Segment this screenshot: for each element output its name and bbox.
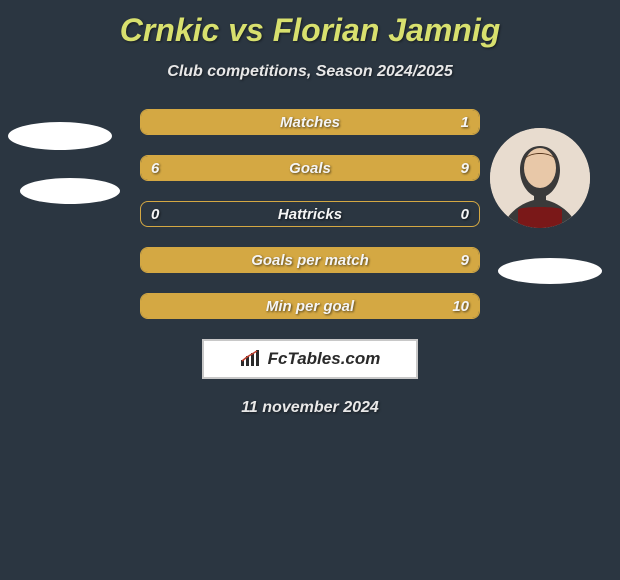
stat-row: 6Goals9	[140, 155, 480, 181]
stat-row: Min per goal10	[140, 293, 480, 319]
marker-ellipse	[8, 122, 112, 150]
marker-ellipse	[498, 258, 602, 284]
stat-row: Goals per match9	[140, 247, 480, 273]
marker-ellipse	[20, 178, 120, 204]
avatar-silhouette-icon	[490, 128, 590, 228]
stat-value-right: 9	[461, 156, 469, 180]
stat-label: Goals per match	[141, 248, 479, 272]
stat-value-right: 10	[452, 294, 469, 318]
stat-value-right: 0	[461, 202, 469, 226]
stat-label: Hattricks	[141, 202, 479, 226]
stat-value-right: 9	[461, 248, 469, 272]
page-title: Crnkic vs Florian Jamnig	[0, 0, 620, 49]
date-text: 11 november 2024	[0, 399, 620, 417]
player-right-avatar	[490, 128, 590, 228]
stat-label: Goals	[141, 156, 479, 180]
logo-text: FcTables.com	[268, 349, 381, 369]
subtitle: Club competitions, Season 2024/2025	[0, 63, 620, 81]
stat-value-right: 1	[461, 110, 469, 134]
stat-label: Matches	[141, 110, 479, 134]
fctables-logo: FcTables.com	[202, 339, 418, 379]
stat-row: Matches1	[140, 109, 480, 135]
stat-row: 0Hattricks0	[140, 201, 480, 227]
stat-label: Min per goal	[141, 294, 479, 318]
bar-chart-icon	[240, 350, 262, 368]
